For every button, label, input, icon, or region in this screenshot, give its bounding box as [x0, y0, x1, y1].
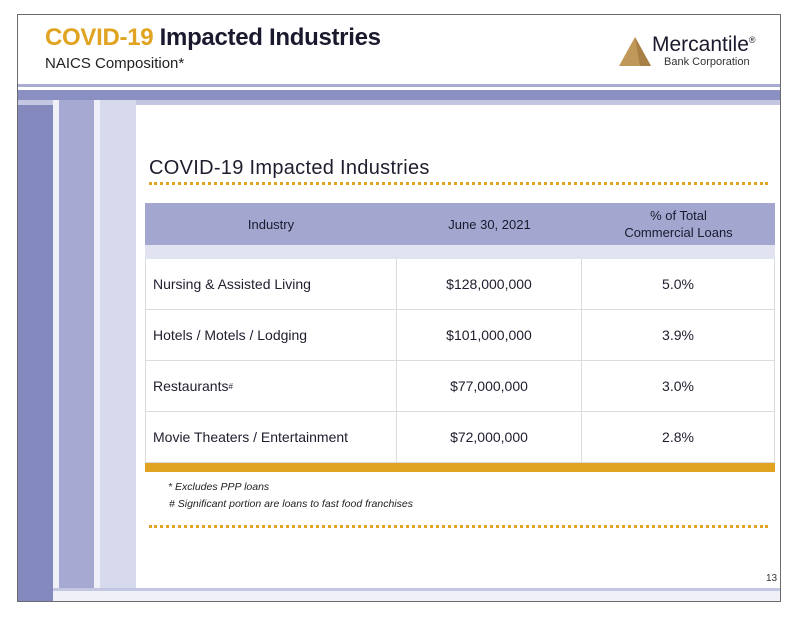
header-divider-band	[18, 90, 780, 100]
dotted-divider	[149, 182, 768, 185]
industry-cell: Hotels / Motels / Lodging	[145, 310, 397, 360]
title-accent: COVID-19	[45, 24, 154, 51]
table-row: Movie Theaters / Entertainment $72,000,0…	[145, 412, 775, 463]
industry-footnote-marker: #	[228, 381, 233, 391]
page-title: COVID-19 Impacted Industries	[45, 24, 381, 52]
percent-cell: 2.8%	[582, 412, 775, 462]
footer-band	[53, 591, 780, 601]
title-rest: Impacted Industries	[153, 24, 381, 51]
percent-cell: 5.0%	[582, 259, 775, 309]
amount-cell: $72,000,000	[397, 412, 582, 462]
column-header-date: June 30, 2021	[448, 216, 531, 232]
industry-name: Restaurants	[153, 378, 229, 394]
table-footer-bar	[145, 463, 775, 472]
industry-name: Movie Theaters / Entertainment	[153, 429, 349, 445]
section-title: COVID-19 Impacted Industries	[149, 157, 430, 179]
header-divider-light	[18, 100, 780, 105]
logo-trademark: ®	[748, 35, 756, 45]
side-stripe-light	[100, 100, 136, 588]
column-header-percent-line2: Commercial Loans	[624, 225, 733, 240]
logo-tagline: Bank Corporation	[664, 56, 750, 68]
table-header: Industry June 30, 2021 % of Total Commer…	[145, 203, 775, 245]
company-logo: Mercantile® Bank Corporation	[618, 33, 778, 85]
industry-cell: Movie Theaters / Entertainment	[145, 412, 397, 462]
page-subtitle: NAICS Composition*	[45, 55, 185, 72]
side-stripe-mid	[59, 100, 94, 588]
industry-name: Hotels / Motels / Lodging	[153, 327, 308, 343]
logo-name-text: Mercantile	[652, 33, 749, 56]
industries-table: Industry June 30, 2021 % of Total Commer…	[145, 203, 775, 472]
page-number: 13	[766, 573, 778, 584]
industry-cell: Restaurants #	[145, 361, 397, 411]
dotted-divider	[149, 525, 768, 528]
amount-cell: $101,000,000	[397, 310, 582, 360]
industry-cell: Nursing & Assisted Living	[145, 259, 397, 309]
footnote-restaurants: # Significant portion are loans to fast …	[169, 498, 413, 510]
industry-name: Nursing & Assisted Living	[153, 276, 311, 292]
table-row: Nursing & Assisted Living $128,000,000 5…	[145, 259, 775, 310]
table-header-spacer	[145, 245, 775, 259]
amount-cell: $77,000,000	[397, 361, 582, 411]
slide: COVID-19 Impacted Industries NAICS Compo…	[17, 14, 781, 602]
side-stripe-gap	[94, 100, 100, 588]
percent-cell: 3.0%	[582, 361, 775, 411]
side-stripe-gap	[53, 100, 59, 588]
side-stripe-dark	[18, 105, 53, 601]
column-header-percent: % of Total Commercial Loans	[582, 207, 775, 241]
footer-divider	[53, 588, 780, 591]
footnotes: * Excludes PPP loans # Significant porti…	[168, 481, 413, 515]
amount-cell: $128,000,000	[397, 259, 582, 309]
logo-name: Mercantile®	[652, 33, 756, 57]
header-divider-thin	[18, 84, 780, 87]
column-header-percent-line1: % of Total	[650, 208, 707, 223]
triangle-logo-icon	[619, 37, 651, 66]
column-header-industry: Industry	[247, 216, 295, 232]
table-row: Restaurants # $77,000,000 3.0%	[145, 361, 775, 412]
table-row: Hotels / Motels / Lodging $101,000,000 3…	[145, 310, 775, 361]
footnote-ppp: * Excludes PPP loans	[168, 481, 270, 493]
percent-cell: 3.9%	[582, 310, 775, 360]
